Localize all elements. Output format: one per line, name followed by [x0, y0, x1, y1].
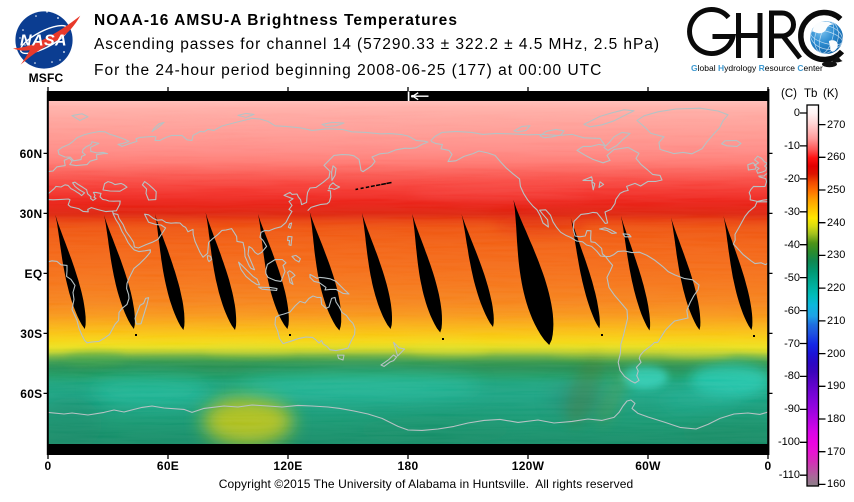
svg-text:NASA: NASA	[20, 33, 67, 50]
